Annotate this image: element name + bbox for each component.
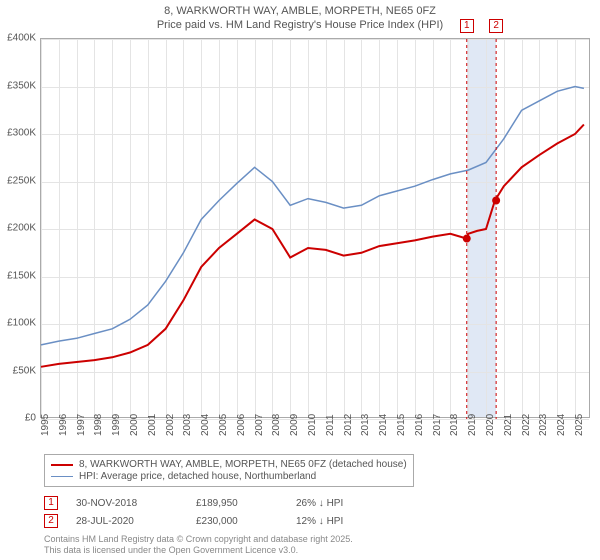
x-tick-label: 2022 [521,414,532,436]
marker-label-1: 1 [460,19,474,33]
marker-dot [463,235,471,243]
sale-diff: 12% ↓ HPI [296,516,416,527]
x-tick-label: 2021 [503,414,514,436]
x-tick-label: 2007 [254,414,265,436]
y-axis: £0£50K£100K£150K£200K£250K£300K£350K£400… [0,38,40,418]
sale-date: 30-NOV-2018 [76,498,196,509]
x-tick-label: 2015 [396,414,407,436]
x-tick-label: 2016 [414,414,425,436]
x-tick-label: 2025 [574,414,585,436]
x-tick-label: 2013 [360,414,371,436]
legend-swatch [51,464,73,466]
sale-marker: 2 [44,514,58,528]
y-tick-label: £150K [7,270,36,281]
chart-title: 8, WARKWORTH WAY, AMBLE, MORPETH, NE65 0… [0,0,600,33]
legend-row: HPI: Average price, detached house, Nort… [51,471,407,482]
sale-row: 2 28-JUL-2020£230,00012% ↓ HPI [44,514,416,528]
y-tick-label: £0 [25,413,36,424]
x-tick-label: 2006 [236,414,247,436]
footer: Contains HM Land Registry data © Crown c… [44,534,353,556]
x-tick-label: 2018 [449,414,460,436]
y-tick-label: £300K [7,128,36,139]
y-tick-label: £350K [7,80,36,91]
footer-line1: Contains HM Land Registry data © Crown c… [44,534,353,545]
legend-label: 8, WARKWORTH WAY, AMBLE, MORPETH, NE65 0… [79,459,407,470]
legend: 8, WARKWORTH WAY, AMBLE, MORPETH, NE65 0… [44,454,414,487]
x-tick-label: 2009 [289,414,300,436]
legend-label: HPI: Average price, detached house, Nort… [79,471,316,482]
x-tick-label: 1998 [93,414,104,436]
y-tick-label: £100K [7,318,36,329]
x-tick-label: 2001 [147,414,158,436]
x-tick-label: 2014 [378,414,389,436]
x-tick-label: 2024 [556,414,567,436]
x-tick-label: 2005 [218,414,229,436]
series-price_paid [41,125,584,367]
x-tick-label: 1995 [40,414,51,436]
x-tick-label: 2000 [129,414,140,436]
marker-dot [492,197,500,205]
x-tick-label: 2017 [432,414,443,436]
marker-label-2: 2 [489,19,503,33]
sale-price: £189,950 [196,498,296,509]
title-line2: Price paid vs. HM Land Registry's House … [0,18,600,32]
y-tick-label: £400K [7,33,36,44]
x-tick-label: 2011 [325,414,336,436]
series-hpi [41,87,584,345]
x-tick-label: 1996 [58,414,69,436]
x-axis: 1995199619971998199920002001200220032004… [40,418,590,448]
y-tick-label: £250K [7,175,36,186]
sale-row: 1 30-NOV-2018£189,95026% ↓ HPI [44,496,416,510]
sale-date: 28-JUL-2020 [76,516,196,527]
legend-swatch [51,476,73,477]
x-tick-label: 2020 [485,414,496,436]
x-tick-label: 2003 [182,414,193,436]
x-tick-label: 2019 [467,414,478,436]
x-tick-label: 1997 [76,414,87,436]
y-tick-label: £200K [7,223,36,234]
sale-price: £230,000 [196,516,296,527]
y-tick-label: £50K [13,365,36,376]
x-tick-label: 2012 [343,414,354,436]
x-tick-label: 2010 [307,414,318,436]
x-tick-label: 2004 [200,414,211,436]
x-tick-label: 1999 [111,414,122,436]
chart-area: 12 [40,38,590,418]
x-tick-label: 2008 [271,414,282,436]
sale-marker: 1 [44,496,58,510]
sale-diff: 26% ↓ HPI [296,498,416,509]
x-tick-label: 2023 [538,414,549,436]
x-tick-label: 2002 [165,414,176,436]
title-line1: 8, WARKWORTH WAY, AMBLE, MORPETH, NE65 0… [0,4,600,18]
footer-line2: This data is licensed under the Open Gov… [44,545,353,556]
plot-svg [41,39,589,417]
legend-row: 8, WARKWORTH WAY, AMBLE, MORPETH, NE65 0… [51,459,407,470]
sales-table: 1 30-NOV-2018£189,95026% ↓ HPI 2 28-JUL-202… [44,496,416,532]
